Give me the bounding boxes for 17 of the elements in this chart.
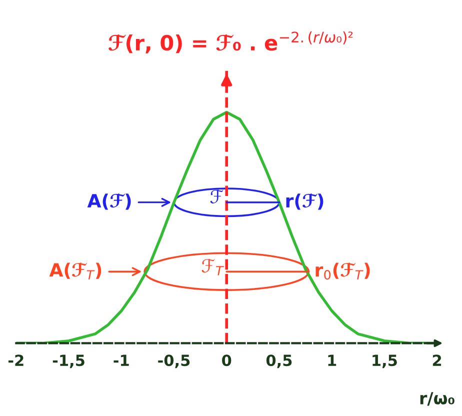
- x-tick-label: -1,5: [52, 354, 84, 368]
- x-tick-label: 2: [432, 354, 442, 366]
- x-axis-title: r/ω₀: [420, 392, 454, 406]
- annotation: A(ℱ): [87, 193, 131, 210]
- x-tick-label: 0: [222, 354, 232, 366]
- x-tick-label: -0,5: [158, 354, 190, 368]
- x-tick-label: 1: [328, 354, 336, 366]
- annotation: ℱ$_{T}$: [202, 258, 224, 276]
- x-tick-label: 1,5: [372, 354, 397, 368]
- annotation: r(ℱ): [286, 193, 324, 210]
- annotation: ℱ: [210, 190, 224, 204]
- x-tick-label: -2: [8, 354, 24, 366]
- annotation: A(ℱ$_{T}$): [49, 262, 102, 280]
- annotation: r$_{0}$(ℱ$_{T}$): [316, 262, 370, 280]
- x-tick-label: 0,5: [266, 354, 292, 368]
- chart-title: ℱ(r, 0) = ℱ₀ . e$^{−2.(r/ω₀)²}$: [108, 31, 353, 54]
- x-tick-label: -1: [114, 354, 129, 366]
